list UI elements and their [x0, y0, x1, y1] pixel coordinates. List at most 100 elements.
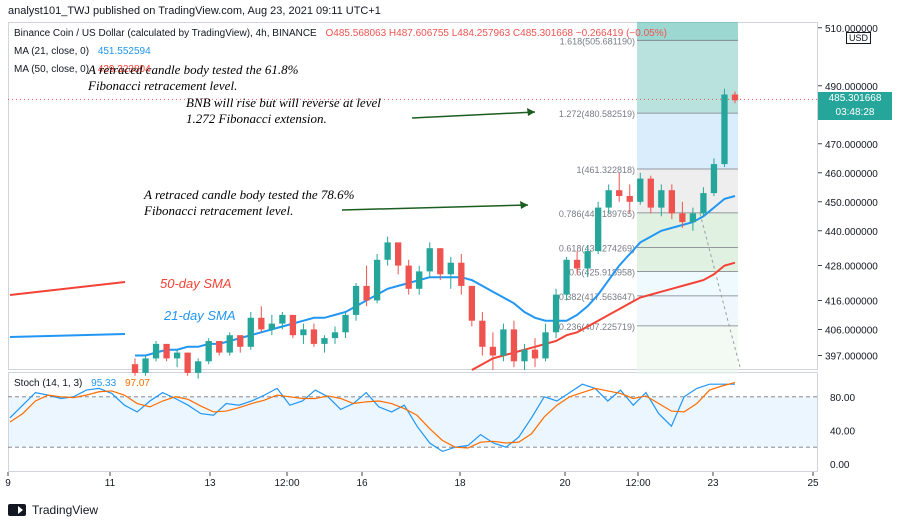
stoch-k-line — [9, 383, 735, 453]
legend-main: Binance Coin / US Dollar (calculated by … — [14, 28, 667, 39]
candle-body — [352, 285, 360, 315]
candle-body — [489, 346, 497, 356]
price-tick-label: 397.000000 — [825, 352, 878, 363]
stoch-d-value: 97.07 — [124, 378, 150, 389]
price-tick-label: 490.000000 — [825, 82, 878, 93]
candle-body — [447, 262, 454, 275]
fib-zone — [637, 325, 738, 375]
annotation-1272-line2: 1.272 Fibonacci extension. — [186, 111, 327, 126]
annotation-618: A retraced candle body tested the 61.8% … — [88, 62, 298, 94]
annotation-1272-line1: BNB will rise but will reverse at level — [186, 95, 381, 110]
price-tick-label: 470.000000 — [825, 140, 878, 151]
stoch-k-value: 95.33 — [91, 378, 117, 389]
candle-body — [595, 207, 602, 252]
candle-body — [637, 178, 644, 202]
candle-body — [542, 332, 549, 359]
legend-ma50-value: 429.323804 — [97, 64, 151, 75]
price-tick-label: 406.000000 — [825, 325, 878, 336]
annotation-618-line1: A retraced candle body tested the 61.8% — [88, 62, 299, 77]
footer-brand[interactable]: TradingView — [32, 503, 99, 517]
time-tick-label: 9 — [5, 478, 11, 489]
candle-body — [500, 329, 507, 356]
candle-body — [363, 285, 370, 301]
legend-ohlc: O485.568063 H487.606755 L484.257963 C485… — [325, 28, 667, 39]
bar-countdown: 03:48:28 — [835, 107, 875, 118]
arrow-1272-shaft — [411, 111, 536, 119]
fib-level-label: 1(461.322818) — [576, 165, 635, 175]
candle-body — [563, 259, 570, 295]
stoch-legend: Stoch (14, 1, 3) 95.33 97.07 — [14, 378, 150, 389]
candle-body — [658, 190, 665, 208]
stoch-tick-label: 0.00 — [830, 460, 850, 471]
price-tick-label: 450.000000 — [825, 198, 878, 209]
price-tick-label: 416.000000 — [825, 296, 878, 307]
candle-body — [700, 193, 707, 214]
candle-body — [689, 213, 697, 223]
price-tick-label: 428.000000 — [825, 262, 878, 273]
candle-body — [300, 329, 307, 336]
arrow-1272-head — [527, 108, 535, 116]
price-tick-label: 440.000000 — [825, 227, 878, 238]
legend-ma21: MA (21, close, 0) 451.552594 — [14, 46, 151, 57]
publish-header: analyst101_TWJ published on TradingView.… — [8, 5, 381, 17]
candle-body — [605, 190, 612, 208]
candle-body — [405, 265, 412, 289]
candle-body — [268, 323, 275, 330]
candle-body — [531, 349, 539, 359]
fib-level-label: 1.618(505.681190) — [560, 36, 635, 46]
price-tick-label: 510.000000 — [825, 24, 878, 35]
candle-body — [163, 343, 170, 359]
candle-body — [216, 341, 223, 353]
candle-body — [279, 314, 286, 324]
tradingview-logo-icon — [8, 504, 26, 516]
candle-body — [395, 242, 402, 266]
candle-body — [584, 251, 591, 269]
candle-body — [510, 329, 518, 362]
currency-label[interactable]: USD — [846, 32, 872, 44]
candle-body — [258, 317, 265, 330]
candle-body — [731, 94, 739, 101]
candle-body — [552, 294, 560, 333]
time-tick-label: 11 — [105, 478, 116, 489]
candle-body — [573, 259, 581, 269]
candle-body — [384, 242, 391, 260]
time-tick-label: 20 — [559, 478, 571, 489]
fib-zone — [637, 113, 738, 169]
projection-line — [699, 213, 741, 368]
fib-zone — [637, 295, 738, 326]
arrow-786-head — [520, 201, 528, 209]
stoch-d-line — [9, 381, 736, 449]
candle-body — [331, 332, 339, 339]
candle-body — [626, 196, 633, 202]
legend-ma21-value: 451.552594 — [97, 46, 151, 57]
candle-body — [289, 314, 297, 336]
time-tick-label: 25 — [807, 478, 819, 489]
time-tick-label: 13 — [204, 478, 216, 489]
stoch-label: Stoch (14, 1, 3) — [14, 378, 83, 389]
fib-zone — [637, 212, 738, 248]
time-tick-label: 16 — [356, 478, 368, 489]
candle-body — [416, 271, 423, 289]
candle-body — [184, 352, 191, 373]
annotation-786: A retraced candle body tested the 78.6% … — [144, 187, 354, 219]
stoch-tick-label: 40.00 — [830, 426, 855, 437]
candle-body — [721, 94, 728, 165]
candle-body — [616, 190, 623, 196]
annotation-1272: BNB will rise but will reverse at level … — [186, 95, 381, 127]
fib-zone — [637, 40, 738, 114]
candle-body — [321, 338, 328, 344]
fib-zone-top — [637, 22, 738, 41]
candle-body — [131, 364, 139, 373]
ma21-left-segment — [9, 333, 126, 338]
candle-body — [195, 361, 202, 373]
legend-ma50-label: MA (50, close, 0) — [14, 64, 90, 75]
ma21-line — [135, 195, 736, 357]
annotation-618-line2: Fibonacci retracement level. — [88, 78, 238, 93]
candle-body — [173, 352, 181, 359]
price-tick-label: 460.000000 — [825, 169, 878, 180]
candle-body — [468, 285, 475, 321]
footer: TradingView — [8, 500, 98, 520]
legend-ma50: MA (50, close, 0) 429.323804 — [14, 64, 151, 75]
chart-svg: 1.618(505.681190) 1.272(480.582519) 1(461.… — [5, 22, 878, 489]
candle-body — [437, 248, 444, 275]
